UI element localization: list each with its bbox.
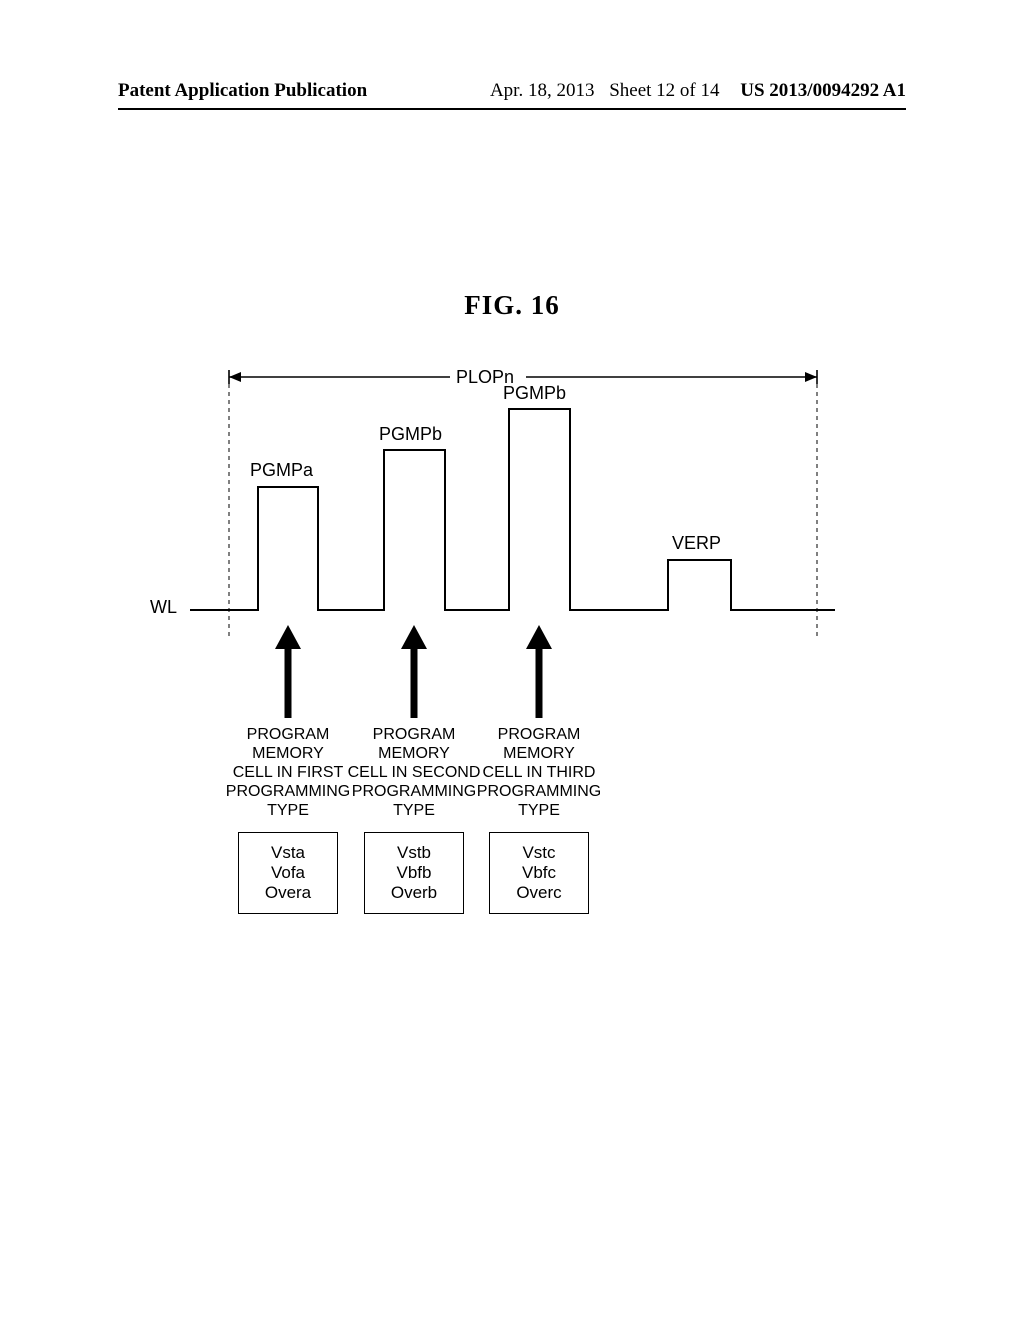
param-box-2: VstcVbfcOverc: [489, 832, 589, 914]
pulse-description-2: PROGRAMMEMORYCELL IN THIRDPROGRAMMINGTYP…: [469, 726, 609, 820]
param-box-1: VstbVbfbOverb: [364, 832, 464, 914]
pulse-label-1: PGMPb: [379, 424, 442, 445]
pulse-label-3: VERP: [672, 533, 721, 554]
timing-diagram: PLOPn: [0, 0, 1024, 1320]
pulse-label-2: PGMPb: [503, 383, 566, 404]
pulse-label-0: PGMPa: [250, 460, 313, 481]
pulse-description-0: PROGRAMMEMORYCELL IN FIRSTPROGRAMMINGTYP…: [218, 726, 358, 820]
pulse-description-1: PROGRAMMEMORYCELL IN SECONDPROGRAMMINGTY…: [339, 726, 489, 820]
param-box-0: VstaVofaOvera: [238, 832, 338, 914]
